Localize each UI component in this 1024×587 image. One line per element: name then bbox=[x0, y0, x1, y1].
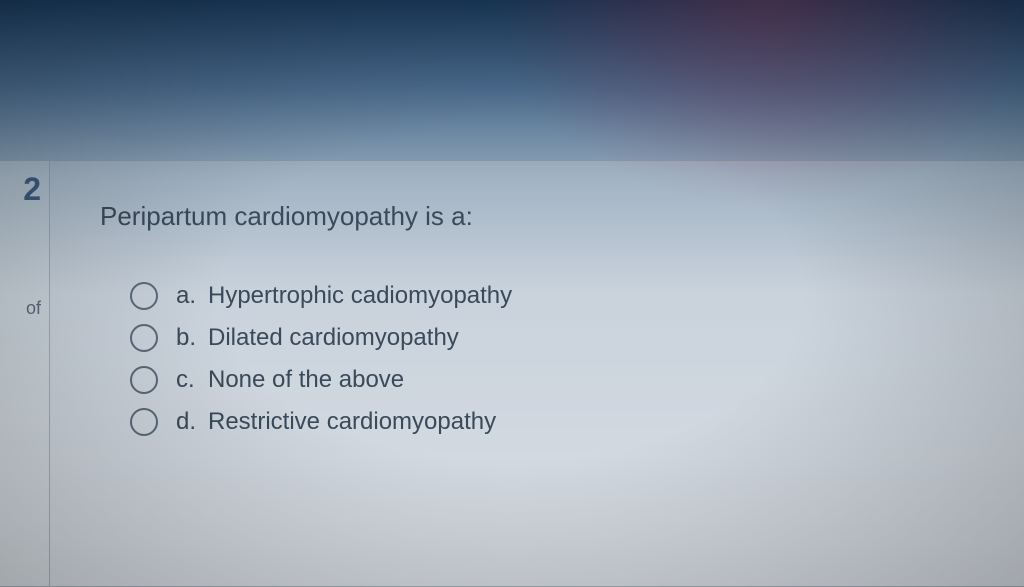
option-text: Dilated cardiomyopathy bbox=[208, 324, 459, 352]
question-text: Peripartum cardiomyopathy is a: bbox=[100, 201, 974, 232]
question-number: 2 bbox=[8, 171, 41, 208]
option-d[interactable]: d. Restrictive cardiomyopathy bbox=[130, 408, 974, 436]
radio-button-d[interactable] bbox=[130, 408, 158, 436]
option-text: Restrictive cardiomyopathy bbox=[208, 408, 496, 436]
radio-button-b[interactable] bbox=[130, 324, 158, 352]
option-letter: c. bbox=[176, 366, 208, 394]
option-letter: a. bbox=[176, 282, 208, 310]
option-c[interactable]: c. None of the above bbox=[130, 366, 974, 394]
options-list: a. Hypertrophic cadiomyopathy b. Dilated… bbox=[100, 282, 974, 436]
question-sidebar: 2 of bbox=[0, 160, 50, 587]
question-panel: Peripartum cardiomyopathy is a: a. Hyper… bbox=[50, 160, 1024, 587]
option-letter: d. bbox=[176, 408, 208, 436]
option-letter: b. bbox=[176, 324, 208, 352]
option-b[interactable]: b. Dilated cardiomyopathy bbox=[130, 324, 974, 352]
radio-button-c[interactable] bbox=[130, 366, 158, 394]
option-text: None of the above bbox=[208, 366, 404, 394]
radio-button-a[interactable] bbox=[130, 282, 158, 310]
sidebar-of-label: of bbox=[8, 298, 41, 319]
option-a[interactable]: a. Hypertrophic cadiomyopathy bbox=[130, 282, 974, 310]
quiz-container: 2 of Peripartum cardiomyopathy is a: a. … bbox=[0, 0, 1024, 587]
option-text: Hypertrophic cadiomyopathy bbox=[208, 282, 512, 310]
